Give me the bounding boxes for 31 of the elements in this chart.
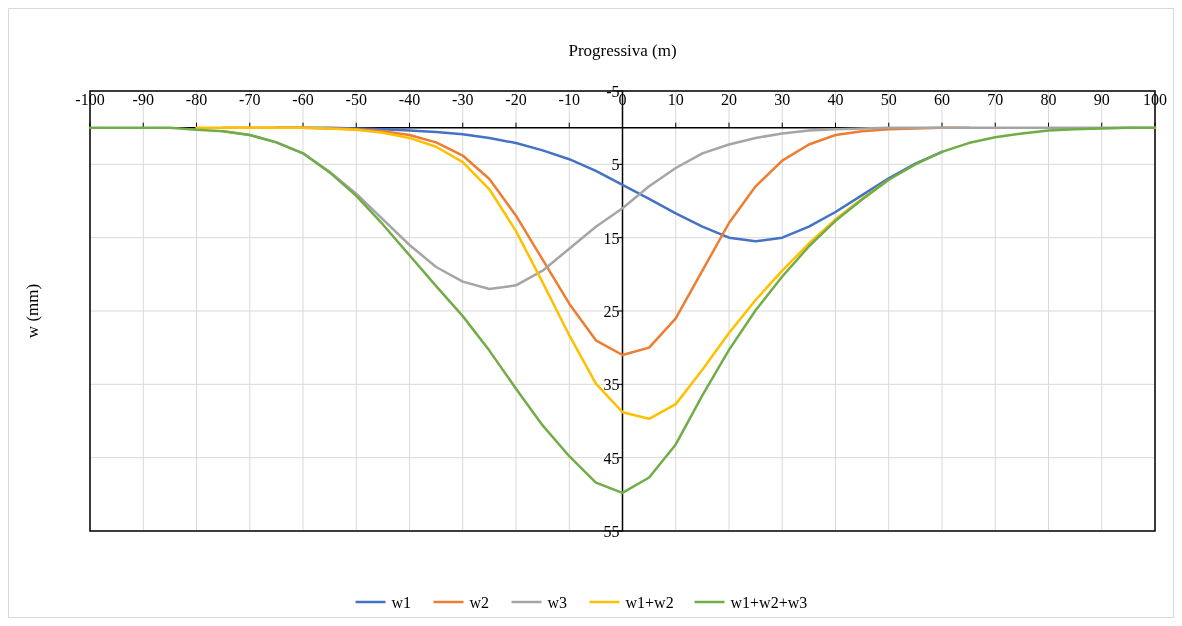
legend-label: w1+w2 (625, 594, 674, 611)
x-tick-label: -10 (558, 91, 580, 108)
x-tick-label: -40 (398, 91, 421, 108)
x-tick-label: -20 (505, 91, 527, 108)
x-tick-label: 80 (1040, 91, 1057, 108)
line-series (88, 126, 1157, 495)
x-axis-title: Progressiva (m) (568, 41, 677, 60)
x-tick-label: -30 (452, 91, 474, 108)
x-tick-label: 10 (667, 91, 684, 108)
legend-label: w2 (469, 594, 490, 611)
y-tick-label: 45 (603, 449, 620, 467)
x-tick-label: 60 (934, 91, 950, 108)
y-tick-label: 25 (603, 303, 620, 320)
y-axis-title: w (mm) (23, 283, 42, 339)
x-tick-label: -70 (239, 91, 261, 108)
y-tick-label: 15 (603, 229, 620, 247)
x-tick-label: 90 (1093, 91, 1110, 108)
x-tick-label: -80 (185, 91, 208, 108)
x-tick-label: -60 (292, 91, 314, 108)
x-tick-label: 40 (827, 91, 844, 108)
x-tick-label: 20 (721, 91, 737, 108)
y-tick-label: 5 (611, 156, 620, 174)
legend-label: w1+w2+w3 (730, 594, 808, 611)
x-tick-label: 70 (987, 91, 1004, 108)
x-tick-label: -50 (345, 91, 367, 108)
x-tick-label: 30 (774, 91, 791, 108)
legend-label: w3 (547, 594, 568, 611)
legend-label: w1 (391, 594, 412, 611)
x-tick-label: 50 (880, 91, 897, 108)
y-tick-label: 35 (603, 376, 620, 394)
x-tick-label: -90 (132, 91, 154, 108)
